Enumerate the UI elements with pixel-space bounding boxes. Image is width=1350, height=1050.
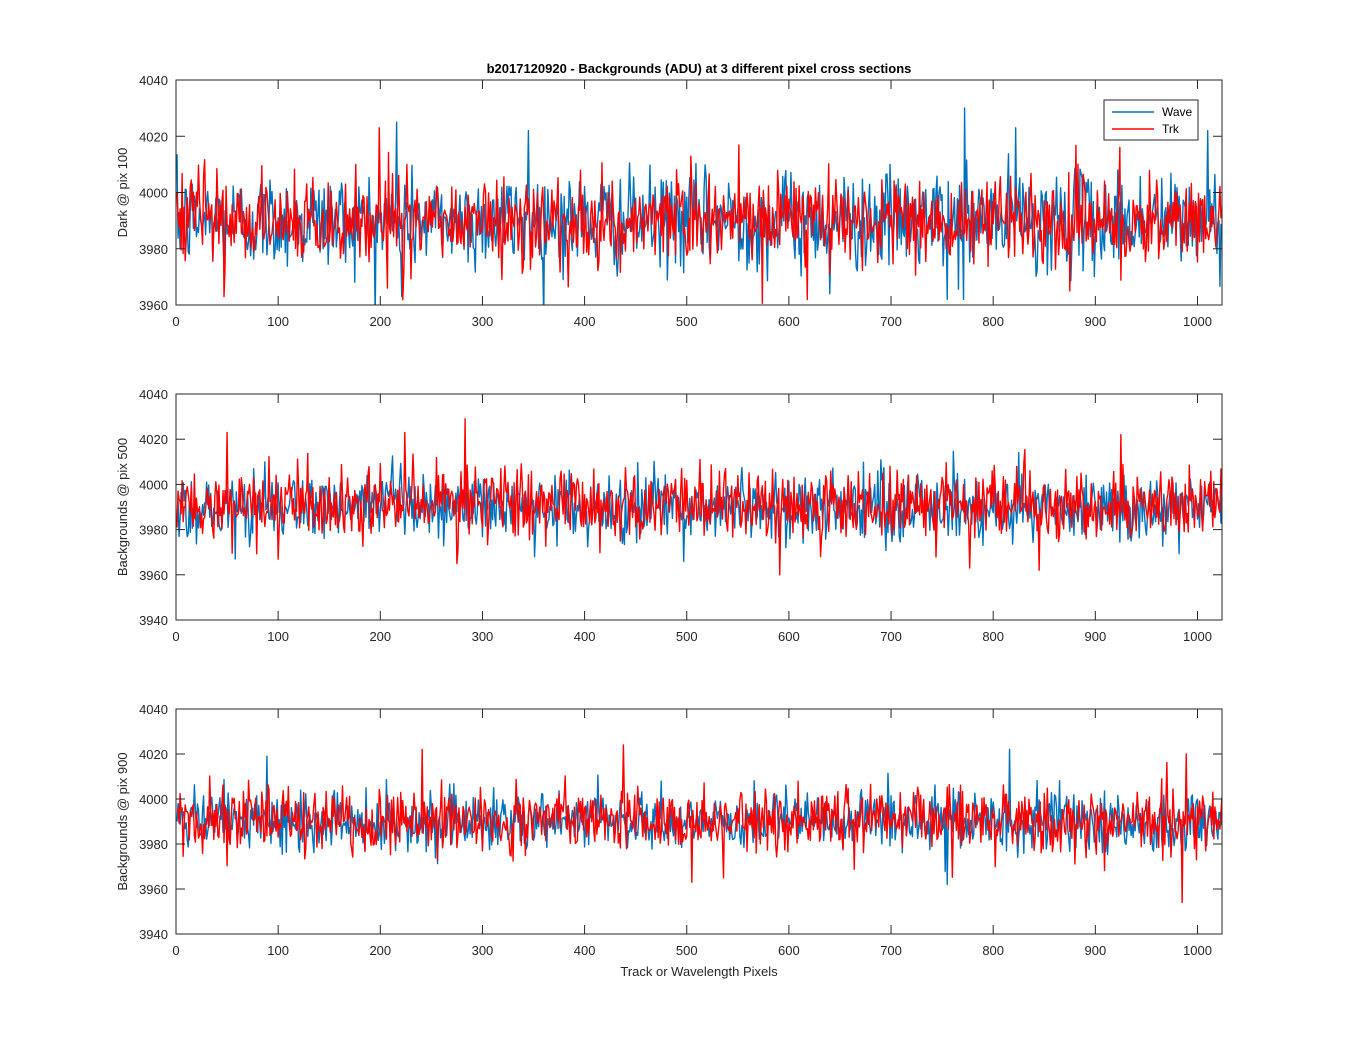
x-tick-label: 700 (880, 943, 902, 958)
figure-title: b2017120920 - Backgrounds (ADU) at 3 dif… (487, 61, 912, 76)
y-tick-label: 4000 (139, 477, 168, 492)
legend: Wave Trk (1103, 99, 1199, 141)
y-tick-label: 3980 (139, 837, 168, 852)
x-tick-label: 400 (574, 314, 596, 329)
x-tick-label: 200 (369, 314, 391, 329)
y-tick-label: 3980 (139, 242, 168, 257)
x-tick-label: 0 (172, 629, 179, 644)
y-tick-label: 4020 (139, 432, 168, 447)
y-tick-label: 4040 (139, 387, 168, 402)
x-tick-label: 900 (1084, 943, 1106, 958)
y-tick-label: 4040 (139, 702, 168, 717)
subplot-1: 0 100 200 300 400 500 600 700 800 900 1000 3960 3980… (115, 73, 1223, 329)
series-line-trk (176, 418, 1222, 576)
x-tick-label: 0 (172, 314, 179, 329)
y-tick-label: 3960 (139, 298, 168, 313)
x-tick-label: 300 (472, 314, 494, 329)
y-tick-label: 3960 (139, 568, 168, 583)
subplot-2: 0 100 200 300 400 500 600 700 800 900 1000 3940 3960… (115, 387, 1223, 644)
legend-box (1103, 99, 1199, 141)
x-tick-label: 500 (676, 943, 698, 958)
y-tick-label: 4040 (139, 73, 168, 88)
y-tick-label: 3960 (139, 882, 168, 897)
x-tick-label: 200 (369, 943, 391, 958)
figure-xlabel: Track or Wavelength Pixels (620, 964, 778, 979)
y-axis-label: Dark @ pix 100 (115, 148, 130, 238)
x-tick-label: 600 (778, 943, 800, 958)
legend-label-trk: Trk (1162, 122, 1180, 136)
series-line-trk (176, 127, 1222, 304)
y-tick-label: 3940 (139, 613, 168, 628)
x-tick-label: 800 (982, 943, 1004, 958)
x-tick-label: 100 (267, 943, 289, 958)
y-tick-label: 3980 (139, 523, 168, 538)
x-tick-label: 800 (982, 629, 1004, 644)
x-tick-label: 200 (369, 629, 391, 644)
x-tick-label: 1000 (1183, 629, 1212, 644)
x-tick-label: 700 (880, 629, 902, 644)
x-tick-label: 800 (982, 314, 1004, 329)
legend-label-wave: Wave (1162, 105, 1193, 119)
x-tick-label: 700 (880, 314, 902, 329)
x-tick-label: 500 (676, 629, 698, 644)
x-tick-label: 0 (172, 943, 179, 958)
y-tick-label: 4020 (139, 747, 168, 762)
series-line-trk (176, 744, 1222, 904)
x-tick-label: 1000 (1183, 314, 1212, 329)
y-tick-label: 3940 (139, 927, 168, 942)
x-tick-label: 400 (574, 629, 596, 644)
axes-box (175, 708, 1223, 935)
x-tick-label: 300 (472, 943, 494, 958)
y-tick-label: 4000 (139, 186, 168, 201)
x-tick-label: 100 (267, 314, 289, 329)
y-tick-label: 4020 (139, 129, 168, 144)
axes-box (175, 393, 1223, 621)
y-axis-label: Backgrounds @ pix 900 (115, 752, 130, 890)
x-tick-label: 600 (778, 629, 800, 644)
y-axis-label: Backgrounds @ pix 500 (115, 438, 130, 576)
x-tick-label: 900 (1084, 629, 1106, 644)
x-tick-label: 300 (472, 629, 494, 644)
y-tick-label: 4000 (139, 792, 168, 807)
x-tick-label: 100 (267, 629, 289, 644)
x-tick-label: 400 (574, 943, 596, 958)
subplot-3: 0 100 200 300 400 500 600 700 800 900 1000 3940 3960… (115, 702, 1223, 958)
subplots: 0 100 200 300 400 500 600 700 800 900 100039603980… (115, 73, 1223, 958)
x-tick-label: 900 (1084, 314, 1106, 329)
x-tick-label: 1000 (1183, 943, 1212, 958)
x-tick-label: 500 (676, 314, 698, 329)
x-tick-label: 600 (778, 314, 800, 329)
